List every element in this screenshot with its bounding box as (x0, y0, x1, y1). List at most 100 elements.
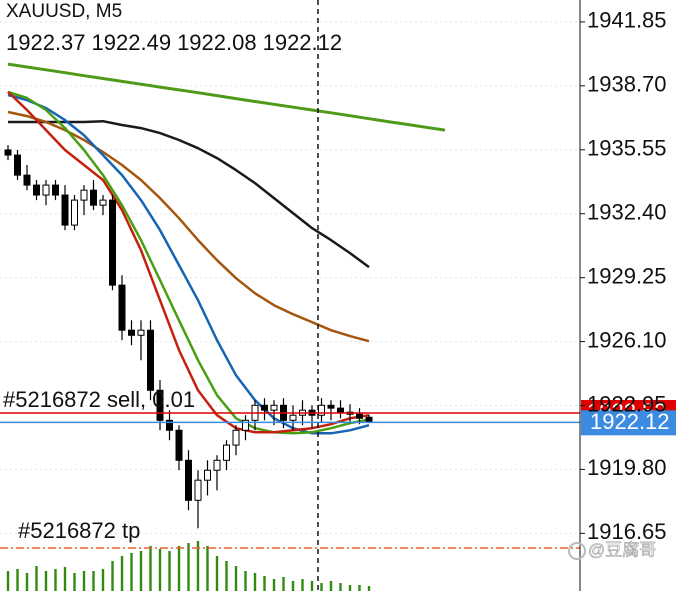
volume-bar (358, 585, 361, 591)
volume-bar (44, 571, 48, 591)
candle-body (213, 459, 221, 471)
candle-body (14, 154, 21, 176)
bid-label: 1922.12 (590, 409, 670, 434)
candle-body (318, 404, 325, 416)
volume-bar (149, 546, 152, 591)
volume-bar (244, 571, 247, 591)
candle-body (52, 184, 59, 196)
candle-body (337, 407, 344, 413)
bid-box (581, 410, 676, 436)
candle-body (289, 414, 297, 421)
ohlc-value: 1922.49 (92, 30, 172, 55)
volume-bar (310, 581, 314, 591)
candle-body (175, 429, 183, 461)
candle-body (80, 189, 88, 201)
candle-body (356, 413, 363, 419)
volume-bar (177, 546, 181, 591)
volume-bar (92, 571, 95, 591)
order-label: #5216872 sell, 0.01 (3, 387, 195, 412)
candle-body (42, 184, 50, 196)
volume-bar (329, 581, 333, 591)
ohlc-readout: 1922.37 1922.49 1922.08 1922.12 (6, 30, 342, 55)
candle-body (261, 404, 268, 411)
volume-bar (82, 571, 86, 591)
candle-body (156, 389, 164, 421)
watermark-text: @豆腐哥 (588, 540, 656, 559)
candle-body (137, 329, 145, 336)
y-tick-label: 1935.55 (587, 136, 667, 161)
y-tick-label: 1932.40 (587, 200, 667, 225)
candle-body (147, 329, 154, 391)
volume-bar (63, 567, 67, 591)
candle-body (194, 479, 202, 501)
candle-body (232, 429, 240, 446)
chart-title: XAUUSD, M5 (6, 1, 122, 22)
moving-average (7, 62, 446, 132)
volume-bar (111, 561, 114, 591)
volume-bar (187, 543, 190, 591)
volume-bar (73, 573, 76, 591)
grid (0, 21, 580, 534)
volume-bar (158, 549, 162, 591)
volume-bar (339, 583, 342, 591)
candle-body (327, 404, 335, 409)
volume-bar (348, 585, 352, 591)
watermark-icon (568, 542, 586, 560)
candle-body (185, 459, 192, 501)
candle-body (365, 416, 373, 423)
volume-bar (54, 569, 57, 591)
candle-body (71, 199, 78, 226)
volume-bar (120, 556, 124, 591)
volume-bar (320, 583, 323, 591)
y-tick-label: 1929.25 (587, 263, 667, 288)
volume-bar (101, 569, 105, 591)
candle-body (99, 199, 107, 206)
volume-bar (253, 573, 257, 591)
y-tick-label: 1922.95 (587, 391, 667, 416)
volume-bar (301, 579, 304, 591)
y-tick-label: 1919.80 (587, 455, 667, 480)
y-tick-label: 1938.70 (587, 72, 667, 97)
watermark: @豆腐哥 (568, 540, 657, 560)
y-tick-label: 1941.85 (587, 8, 667, 33)
ohlc-value: 1922.08 (177, 30, 257, 55)
candle-body (23, 174, 31, 186)
ohlc-value: 1922.37 (6, 30, 86, 55)
moving-average (7, 90, 370, 434)
volume-bar (272, 579, 276, 591)
volume-bar (291, 581, 295, 591)
volume-bar (25, 573, 29, 591)
volume-bar (168, 551, 171, 591)
volume-bar (130, 553, 133, 591)
volume-bar (215, 556, 219, 591)
candle-body (270, 404, 278, 411)
moving-average (8, 119, 370, 269)
volume-bar (234, 566, 238, 591)
y-tick-label: 1926.10 (587, 327, 667, 352)
volume-bar (16, 569, 19, 591)
volume-bar (206, 546, 209, 591)
volume-pane (6, 541, 371, 591)
volume-bar (6, 571, 10, 591)
candle-body (223, 444, 230, 461)
candle-body (90, 189, 97, 206)
volume-bar (367, 586, 371, 591)
y-tick-label: 1916.65 (587, 519, 667, 544)
candle-body (33, 184, 40, 196)
candle-body (242, 419, 249, 431)
volume-bar (139, 551, 143, 591)
candle-body (128, 329, 135, 336)
candle-body (166, 419, 173, 431)
candle-body (4, 149, 12, 156)
moving-average (7, 90, 370, 435)
order-label: #5216872 tp (18, 518, 140, 543)
ohlc-value: 1922.12 (263, 30, 343, 55)
candle-body (204, 469, 211, 481)
candle-body (61, 194, 69, 226)
volume-bar (196, 541, 200, 591)
levels: #5216872 sell, 0.01#5216872 tp1922.58192… (0, 387, 676, 549)
volume-bar (35, 566, 38, 591)
candle-body (118, 284, 126, 331)
